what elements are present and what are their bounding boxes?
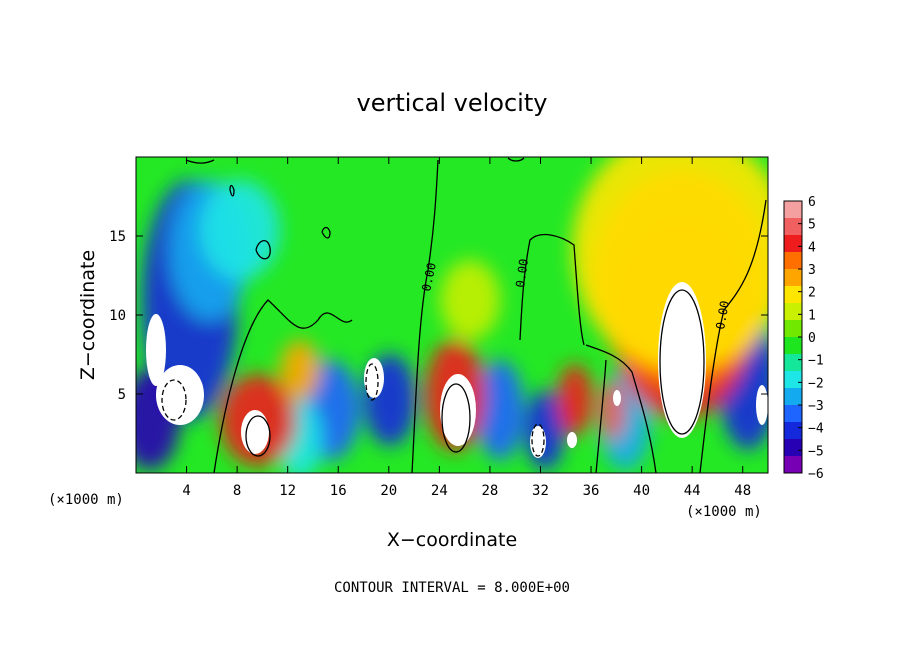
colorbar-tick-label: −6 bbox=[808, 467, 824, 482]
y-tick-label: 15 bbox=[109, 229, 126, 245]
colorbar-tick-label: 5 bbox=[808, 218, 816, 233]
colorbar-swatch bbox=[784, 371, 802, 389]
x-tick-label: 12 bbox=[279, 483, 296, 499]
contour-label: 0.00 bbox=[713, 300, 732, 331]
field-region bbox=[200, 180, 280, 280]
colorbar-swatch bbox=[784, 235, 802, 253]
contour-labels: 0.00 0.00 0.00 bbox=[419, 258, 732, 331]
field-core bbox=[530, 426, 546, 458]
velocity-field: 0.00 0.00 0.00 bbox=[136, 157, 768, 473]
colorbar-swatch bbox=[784, 354, 802, 372]
contour-line bbox=[365, 363, 379, 401]
x-tick-label: 8 bbox=[233, 483, 241, 499]
x-axis-label: X−coordinate bbox=[387, 529, 517, 551]
contour-line bbox=[245, 415, 271, 457]
colorbar-tick-label: −1 bbox=[808, 354, 824, 369]
y-axis-label: Z−coordinate bbox=[77, 250, 99, 380]
field-core bbox=[241, 410, 269, 454]
field-region bbox=[557, 364, 593, 436]
x-tick-label: 24 bbox=[431, 483, 448, 499]
colorbar-swatch bbox=[784, 303, 802, 321]
field-region bbox=[572, 157, 768, 370]
colorbar-swatch bbox=[784, 422, 802, 440]
contour-line bbox=[585, 344, 657, 473]
x-tick-label: 40 bbox=[633, 483, 650, 499]
colorbar-swatch bbox=[784, 405, 802, 423]
field-core bbox=[613, 390, 621, 406]
contour-line bbox=[699, 199, 767, 473]
contour-line bbox=[507, 157, 525, 162]
x-unit-left: (×1000 m) bbox=[48, 492, 124, 508]
contour-line bbox=[321, 226, 331, 239]
colorbar-swatch bbox=[784, 320, 802, 338]
field-core bbox=[658, 282, 706, 438]
field-core bbox=[146, 314, 166, 386]
colorbar-tick-label: 1 bbox=[808, 308, 816, 323]
field-region bbox=[440, 260, 500, 340]
contour-label: 0.00 bbox=[513, 258, 531, 289]
x-tick-label: 4 bbox=[182, 483, 190, 499]
x-axis: 4 8 12 16 20 24 28 32 36 40 44 48 bbox=[182, 157, 751, 499]
field-core bbox=[440, 374, 476, 446]
x-tick-label: 16 bbox=[330, 483, 347, 499]
colorbar-swatch bbox=[784, 269, 802, 287]
colorbar-swatch bbox=[784, 337, 802, 355]
contour-label: 0.00 bbox=[419, 261, 439, 292]
contour-line bbox=[161, 379, 187, 421]
x-tick-label: 28 bbox=[481, 483, 498, 499]
contour-line bbox=[531, 423, 545, 457]
colorbar-tick-label: −2 bbox=[808, 376, 824, 391]
contour-interval-note: CONTOUR INTERVAL = 8.000E+00 bbox=[334, 580, 570, 596]
x-tick-label: 48 bbox=[734, 483, 751, 499]
y-tick-label: 5 bbox=[118, 387, 126, 403]
colorbar-tick-label: 4 bbox=[808, 240, 816, 255]
colorbar-swatch bbox=[784, 218, 802, 236]
colorbar-tick-label: −4 bbox=[808, 422, 824, 437]
colorbar-swatch bbox=[784, 286, 802, 304]
colorbar-swatch bbox=[784, 439, 802, 457]
contour-line bbox=[229, 184, 235, 197]
field-core bbox=[567, 432, 577, 448]
y-tick-label: 10 bbox=[109, 308, 126, 324]
colorbar-swatch bbox=[784, 252, 802, 270]
field-core bbox=[156, 365, 204, 425]
field-core bbox=[364, 358, 384, 398]
colorbar-tick-label: 6 bbox=[808, 195, 816, 210]
contour-line bbox=[185, 159, 215, 164]
y-axis: 5 10 15 bbox=[109, 229, 768, 403]
colorbar-tick-label: 3 bbox=[808, 263, 816, 278]
contour-line bbox=[441, 383, 471, 453]
x-tick-label: 20 bbox=[380, 483, 397, 499]
colorbar-swatch bbox=[784, 201, 802, 219]
contour-line bbox=[213, 299, 353, 473]
zero-contours bbox=[161, 157, 767, 473]
colorbar-tick-label: 0 bbox=[808, 331, 816, 346]
colorbar-swatch bbox=[784, 456, 802, 474]
colorbar-tick-label: −3 bbox=[808, 399, 824, 414]
colorbar: 6 5 4 3 2 1 0 −1 −2 −3 −4 −5 −6 bbox=[783, 195, 824, 482]
x-tick-label: 44 bbox=[684, 483, 701, 499]
field-core bbox=[756, 385, 768, 425]
x-unit-right: (×1000 m) bbox=[686, 504, 762, 520]
colorbar-swatch bbox=[784, 388, 802, 406]
colorbar-tick-label: −5 bbox=[808, 444, 824, 459]
contour-line bbox=[411, 159, 439, 473]
contour-line bbox=[519, 233, 585, 346]
chart-title: vertical velocity bbox=[357, 89, 548, 117]
field-region bbox=[280, 340, 320, 400]
colorbar-tick-label: 2 bbox=[808, 286, 816, 301]
field-region bbox=[476, 360, 524, 460]
contour-line bbox=[595, 359, 607, 473]
contour-line bbox=[255, 240, 271, 260]
x-tick-label: 36 bbox=[583, 483, 600, 499]
x-tick-label: 32 bbox=[532, 483, 549, 499]
contour-line bbox=[659, 289, 705, 435]
